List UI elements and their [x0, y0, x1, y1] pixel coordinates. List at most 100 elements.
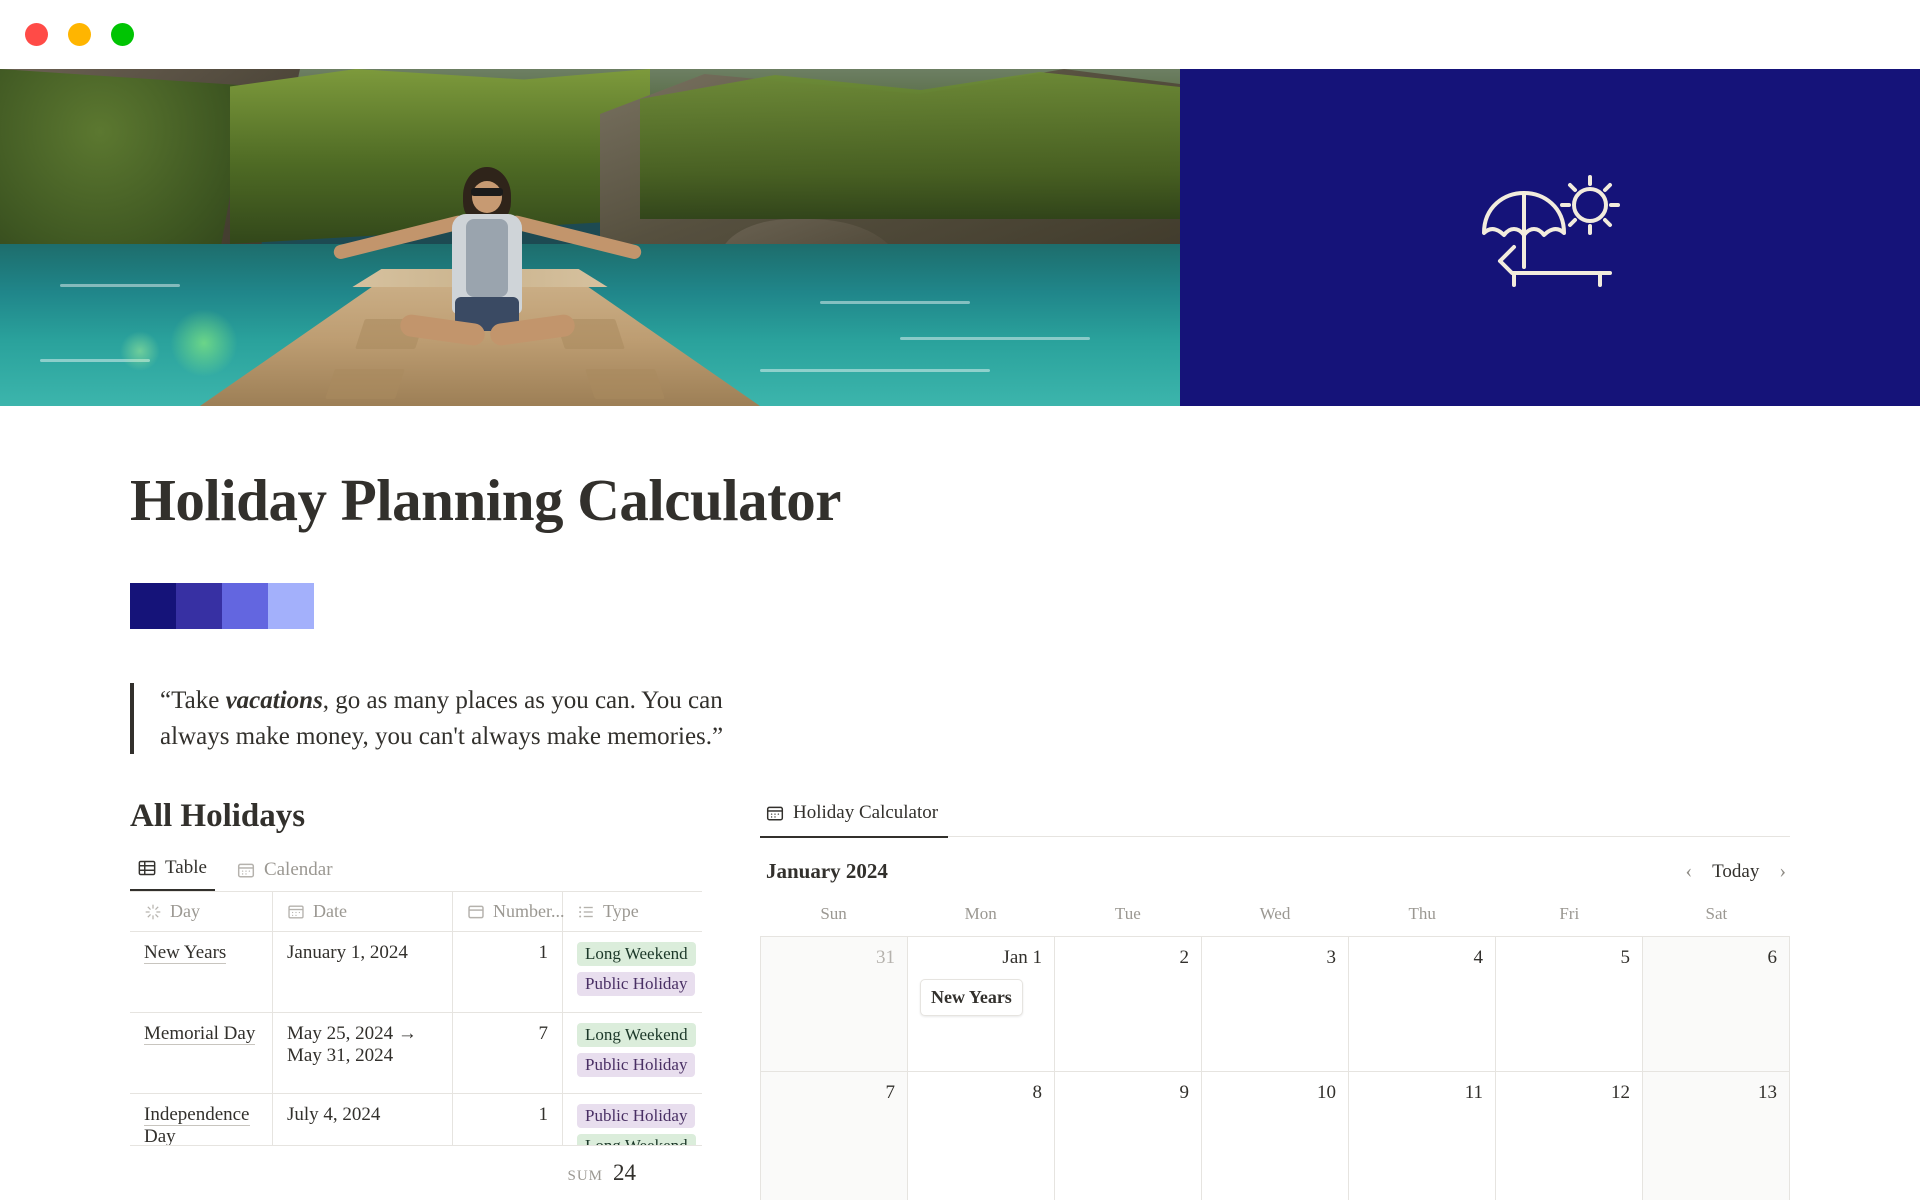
cover-photo [0, 69, 1180, 406]
beach-umbrella-sun-lounger-icon [1470, 175, 1630, 300]
holidays-table: Day [130, 891, 702, 1146]
day-name-fri: Fri [1559, 904, 1580, 923]
page-cover-banner: 🌴 [0, 69, 1920, 406]
color-swatch-3[interactable] [222, 583, 268, 629]
calendar-day-cell[interactable]: 11 [1349, 1072, 1496, 1200]
day-name-mon: Mon [964, 904, 997, 923]
tag-public-holiday[interactable]: Public Holiday [577, 972, 696, 996]
holidays-column: All Holidays Table [0, 798, 760, 1200]
today-button[interactable]: Today [1712, 860, 1760, 882]
calendar-icon [237, 861, 255, 879]
table-row[interactable]: New Years January 1, 2024 1 Long Weekend… [130, 932, 702, 1013]
day-link[interactable]: Independence Day [144, 1104, 250, 1146]
calendar-month-label: January 2024 [766, 859, 888, 883]
all-holidays-heading: All Holidays [130, 798, 306, 834]
tab-calendar[interactable]: Calendar [229, 855, 341, 891]
calendar-day-cell[interactable]: 3 [1202, 937, 1349, 1072]
calendar-day-cell[interactable]: Jan 1 New Years [908, 937, 1055, 1072]
column-header-day[interactable]: Day [130, 892, 273, 931]
calendar-day-number: 7 [885, 1082, 896, 1103]
column-header-day-label: Day [170, 901, 200, 921]
calendar-day-number: 2 [1179, 947, 1190, 968]
cell-number[interactable]: 7 [453, 1013, 563, 1093]
column-header-date[interactable]: Date [273, 892, 453, 931]
calendar-day-cell[interactable]: 10 [1202, 1072, 1349, 1200]
sum-value: 24 [613, 1160, 636, 1185]
content-columns: All Holidays Table [0, 798, 1920, 1200]
tag-long-weekend[interactable]: Long Weekend [577, 1134, 696, 1145]
calendar-day-cell[interactable]: 31 [761, 937, 908, 1072]
tag-public-holiday[interactable]: Public Holiday [577, 1053, 696, 1077]
column-header-number[interactable]: Number... [453, 892, 565, 931]
calendar-day-number: 12 [1611, 1082, 1630, 1103]
calendar-day-cell[interactable]: 8 [908, 1072, 1055, 1200]
close-window-button[interactable] [25, 23, 48, 46]
color-swatch-2[interactable] [176, 583, 222, 629]
calendar-day-cell[interactable]: 2 [1055, 937, 1202, 1072]
color-swatch-1[interactable] [130, 583, 176, 629]
table-row[interactable]: Independence Day July 4, 2024 1 Public H… [130, 1094, 702, 1146]
calendar-day-cell[interactable]: 9 [1055, 1072, 1202, 1200]
sum-label: SUM [567, 1168, 603, 1184]
calendar-day-number: 6 [1767, 947, 1778, 968]
calendar-day-cell[interactable]: 7 [761, 1072, 908, 1200]
multiselect-icon [577, 903, 595, 921]
quote-text: “Take vacations, go as many places as yo… [160, 683, 770, 754]
calendar-day-cell[interactable]: 12 [1496, 1072, 1643, 1200]
calendar-day-number: Jan 1 [1002, 947, 1042, 968]
page-content: Holiday Planning Calculator “Take vacati… [0, 466, 1920, 1200]
cell-date[interactable]: July 4, 2024 [273, 1094, 453, 1145]
day-name-thu: Thu [1408, 904, 1436, 923]
cell-date[interactable]: January 1, 2024 [273, 932, 453, 1012]
table-footer-sum[interactable]: SUM 24 [130, 1146, 702, 1186]
day-link[interactable]: Memorial Day [144, 1023, 256, 1045]
calendar-icon [766, 804, 784, 822]
chevron-right-icon[interactable]: › [1779, 860, 1786, 882]
cell-day[interactable]: Independence Day [130, 1094, 273, 1146]
calendar-day-number: 5 [1620, 947, 1631, 968]
cell-date[interactable]: May 25, 2024 → May 31, 2024 [273, 1013, 453, 1093]
window-titlebar [0, 0, 1920, 69]
tab-holiday-calculator-label: Holiday Calculator [793, 802, 939, 823]
tag-long-weekend[interactable]: Long Weekend [577, 1023, 696, 1047]
sparkle-title-icon [144, 903, 162, 921]
cell-number[interactable]: 1 [453, 1094, 563, 1145]
column-header-date-label: Date [313, 901, 347, 921]
day-link[interactable]: New Years [144, 942, 227, 964]
cell-number[interactable]: 1 [453, 932, 563, 1012]
column-header-number-label: Number... [493, 901, 565, 921]
chevron-left-icon[interactable]: ‹ [1685, 860, 1693, 882]
tab-table-label: Table [165, 857, 207, 878]
page-title: Holiday Planning Calculator [130, 467, 841, 533]
color-swatch-strip [130, 583, 1920, 629]
calendar-day-cell[interactable]: 4 [1349, 937, 1496, 1072]
calendar-event-new-years[interactable]: New Years [920, 979, 1023, 1016]
tag-long-weekend[interactable]: Long Weekend [577, 942, 696, 966]
tab-table[interactable]: Table [130, 853, 215, 891]
minimize-window-button[interactable] [68, 23, 91, 46]
date-range-icon [467, 903, 485, 921]
calendar-day-cell[interactable]: 13 [1643, 1072, 1790, 1200]
cell-type[interactable]: Long Weekend Public Holiday [563, 1013, 702, 1093]
cell-type[interactable]: Long Weekend Public Holiday [563, 932, 702, 1012]
calendar-day-cell[interactable]: 6 [1643, 937, 1790, 1072]
calendar-day-number: 11 [1464, 1082, 1483, 1103]
calendar-day-number: 31 [876, 947, 895, 968]
calendar-view-tabs: Holiday Calculator [760, 798, 1790, 838]
calendar-tabs-divider [760, 836, 1790, 837]
banner-icon-panel [1180, 69, 1920, 406]
cell-day[interactable]: New Years [130, 932, 273, 1012]
maximize-window-button[interactable] [111, 23, 134, 46]
calendar-day-number: 8 [1032, 1082, 1043, 1103]
day-name-sat: Sat [1705, 904, 1728, 923]
calendar-day-cell[interactable]: 5 [1496, 937, 1643, 1072]
color-swatch-4[interactable] [268, 583, 314, 629]
tag-public-holiday[interactable]: Public Holiday [577, 1104, 696, 1128]
calendar-grid: 31 Jan 1 New Years 2 3 4 [760, 936, 1790, 1200]
tab-holiday-calculator[interactable]: Holiday Calculator [760, 798, 949, 838]
cell-day[interactable]: Memorial Day [130, 1013, 273, 1093]
table-row[interactable]: Memorial Day May 25, 2024 → May 31, 2024… [130, 1013, 702, 1094]
database-view-tabs: Table Calendar [130, 853, 760, 891]
column-header-type[interactable]: Type [563, 892, 702, 931]
cell-type[interactable]: Public Holiday Long Weekend [563, 1094, 702, 1145]
